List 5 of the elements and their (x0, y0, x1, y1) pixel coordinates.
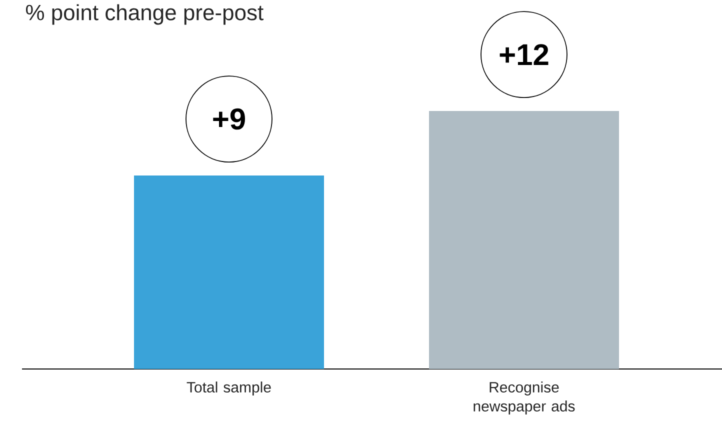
x-tick-label: Recognise newspaper ads (474, 382, 575, 415)
data-label: +12 (500, 44, 548, 66)
x-tick-label: Total sample (186, 382, 271, 396)
data-label: +9 (213, 108, 245, 130)
chart-title: % point change pre-post (26, 4, 264, 25)
